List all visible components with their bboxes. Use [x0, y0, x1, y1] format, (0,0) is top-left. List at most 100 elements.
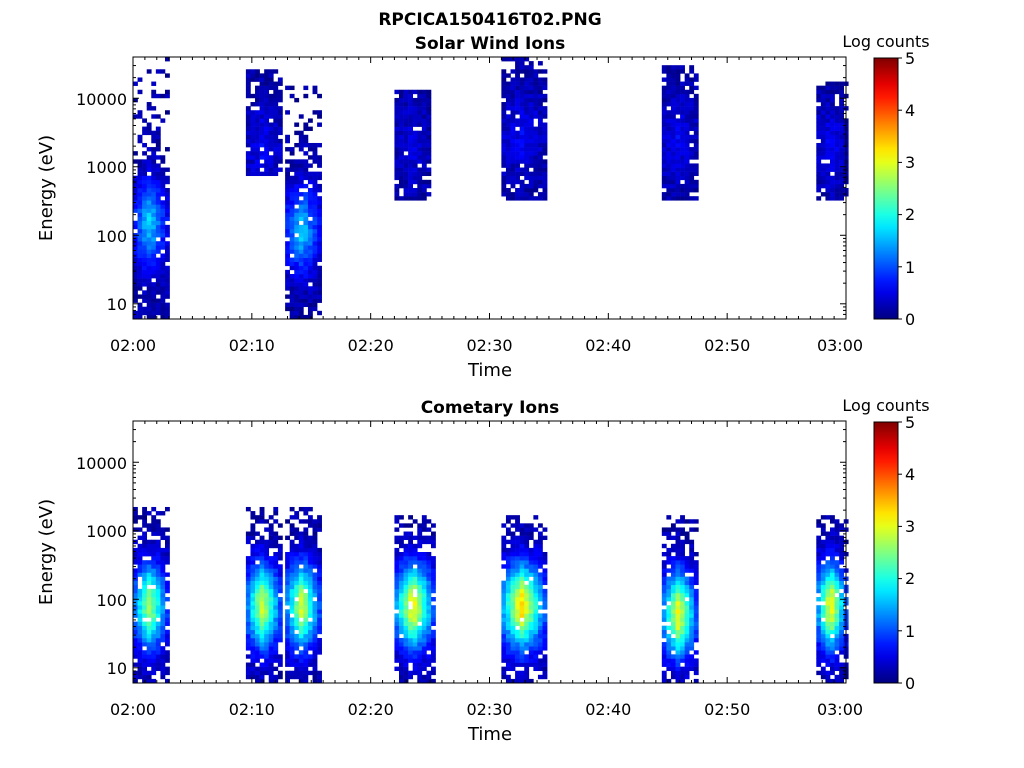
heatmap-cell — [417, 155, 423, 160]
heatmap-cell — [399, 110, 404, 115]
heatmap-cell — [542, 192, 548, 197]
heatmap-cell — [693, 658, 699, 663]
heatmap-cell — [160, 208, 166, 213]
heatmap-cell — [519, 93, 525, 99]
heatmap-cell — [661, 527, 667, 532]
heatmap-cell — [816, 568, 822, 573]
heatmap-cell — [277, 142, 283, 148]
heatmap-cell — [537, 605, 543, 610]
heatmap-cell — [830, 662, 835, 667]
heatmap-cell — [399, 564, 404, 569]
heatmap-cell — [830, 658, 835, 663]
heatmap-cell — [151, 302, 157, 308]
heatmap-cell — [250, 666, 256, 672]
heatmap-cell — [255, 650, 260, 655]
heatmap-cell — [133, 605, 138, 610]
heatmap-cell — [421, 662, 427, 667]
heatmap-cell — [255, 102, 260, 107]
heatmap-cell — [417, 122, 423, 127]
heatmap-cell — [816, 163, 822, 168]
heatmap-cell — [412, 175, 418, 181]
heatmap-cell — [675, 539, 681, 545]
heatmap-cell — [524, 568, 530, 573]
heatmap-cell — [825, 576, 831, 581]
heatmap-cell — [510, 613, 516, 618]
heatmap-cell — [298, 592, 304, 598]
heatmap-cell — [426, 535, 432, 541]
heatmap-cell — [839, 592, 845, 598]
heatmap-cell — [533, 605, 539, 610]
heatmap-cell — [680, 106, 685, 111]
heatmap-cell — [689, 69, 695, 74]
heatmap-cell — [146, 625, 152, 631]
heatmap-cell — [245, 126, 251, 131]
heatmap-cell — [408, 110, 414, 115]
heatmap-cell — [830, 147, 835, 152]
heatmap-cell — [160, 278, 166, 283]
heatmap-cell — [510, 625, 516, 631]
heatmap-cell — [142, 261, 148, 267]
heatmap-cell — [684, 556, 690, 561]
heatmap-cell — [307, 629, 313, 635]
heatmap-cell — [164, 216, 170, 222]
heatmap-cell — [515, 175, 520, 181]
heatmap-cell — [505, 167, 511, 172]
heatmap-cell — [146, 106, 152, 111]
heatmap-cell — [142, 278, 148, 283]
heatmap-cell — [666, 122, 672, 127]
heatmap-cell — [307, 637, 313, 643]
heatmap-cell — [417, 159, 423, 164]
heatmap-cell — [133, 290, 138, 295]
heatmap-cell — [505, 155, 511, 160]
heatmap-cell — [661, 597, 667, 602]
y-tick-label: 100 — [96, 227, 127, 246]
heatmap-cell — [259, 642, 265, 647]
heatmap-cell — [277, 588, 283, 594]
heatmap-cell — [542, 658, 548, 663]
heatmap-cell — [421, 609, 427, 614]
heatmap-cell — [693, 625, 699, 631]
heatmap-cell — [298, 552, 304, 557]
heatmap-cell — [285, 273, 290, 279]
heatmap-cell — [519, 192, 525, 197]
heatmap-cell — [403, 147, 409, 152]
heatmap-cell — [403, 114, 409, 119]
heatmap-cell — [670, 629, 676, 635]
heatmap-cell — [421, 97, 427, 103]
heatmap-cell — [519, 183, 525, 189]
heatmap-cell — [264, 155, 270, 160]
heatmap-cell — [250, 568, 256, 573]
heatmap-cell — [670, 73, 676, 78]
heatmap-cell — [294, 576, 300, 581]
heatmap-cell — [524, 85, 530, 91]
heatmap-cell — [670, 163, 676, 168]
y-axis-label: Energy (eV) — [36, 135, 57, 241]
heatmap-cell — [317, 220, 322, 226]
heatmap-cell — [408, 597, 414, 602]
heatmap-cell — [255, 547, 260, 553]
heatmap-cell — [528, 65, 534, 70]
heatmap-cell — [533, 138, 539, 144]
heatmap-cell — [675, 576, 681, 581]
heatmap-cell — [524, 126, 530, 131]
heatmap-cell — [255, 134, 260, 140]
heatmap-cell — [277, 535, 283, 541]
heatmap-cell — [250, 597, 256, 602]
heatmap-cell — [317, 278, 322, 283]
heatmap-cell — [268, 102, 274, 107]
heatmap-cell — [312, 588, 318, 594]
heatmap-cell — [142, 200, 148, 205]
heatmap-cell — [312, 678, 318, 684]
heatmap-cell — [830, 192, 835, 197]
heatmap-cell — [403, 601, 409, 606]
heatmap-cell — [399, 175, 404, 181]
heatmap-cell — [670, 93, 676, 99]
heatmap-cell — [273, 155, 279, 160]
heatmap-cell — [294, 282, 300, 287]
heatmap-cell — [408, 188, 414, 193]
heatmap-cell — [250, 523, 256, 528]
heatmap-cell — [825, 597, 831, 602]
heatmap-cell — [666, 552, 672, 557]
heatmap-cell — [317, 613, 322, 618]
heatmap-cell — [542, 654, 548, 659]
